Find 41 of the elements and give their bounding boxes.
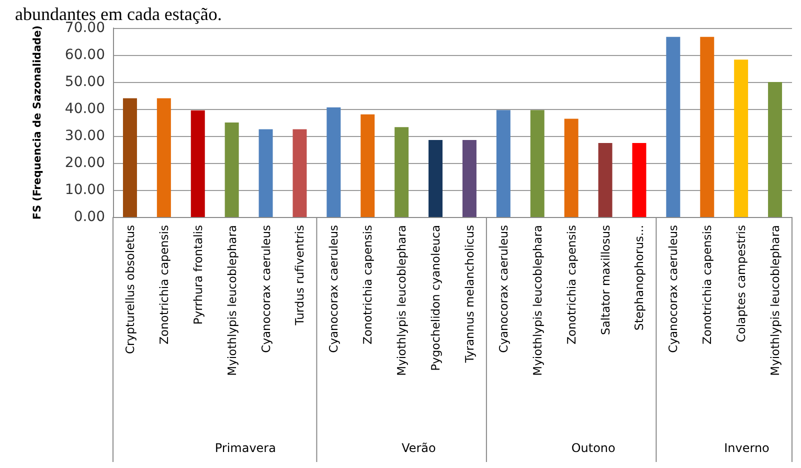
bar: [190, 110, 205, 217]
text: Outono: [571, 441, 616, 455]
x-tick-label: Saltator maxillosus: [598, 225, 612, 335]
text: Primavera: [214, 441, 276, 455]
x-tick-label: Colaptes campestris: [734, 224, 748, 342]
y-tick-label: 60.00: [64, 47, 105, 63]
y-tick-label: 10.00: [64, 182, 105, 198]
bar: [462, 140, 476, 217]
x-tick-label: Cyanocorax caeruleus: [496, 225, 510, 353]
x-tick-label: Myiothlypis leucoblephara: [224, 225, 239, 376]
bar: [428, 140, 443, 217]
bar: [734, 60, 748, 217]
y-tick-label: 20.00: [64, 155, 105, 171]
x-tick-label: Pyrrhura frontalis: [190, 225, 205, 325]
bar: [632, 143, 646, 217]
x-tick-label: Myiothlypis leucoblephara: [530, 225, 544, 376]
y-tick-label: 50.00: [64, 74, 105, 90]
x-tick-label: Zonotrichia capensis: [564, 225, 578, 344]
y-tick-label: 0.00: [74, 209, 105, 225]
x-tick-label: Cyanocorax caeruleus: [258, 225, 273, 353]
x-tick-label: Cyanocorax caeruleus: [326, 225, 341, 353]
x-tick-label: Pygochelidon cyanoleuca: [428, 225, 443, 371]
x-tick-label: Tyrannus melancholicus: [462, 224, 476, 364]
x-tick-label: Crypturellus obsoletus: [122, 225, 137, 354]
bar: [292, 129, 307, 217]
bar: [122, 98, 137, 217]
x-tick-label: Cyanocorax caeruleus: [666, 225, 680, 353]
y-axis-title: FS (Frequencia de Sazonalidade): [32, 25, 44, 220]
y-tick-label: 70.00: [64, 20, 105, 36]
text: Inverno: [724, 441, 770, 455]
x-tick-label: Turdus rufiventris: [292, 225, 307, 326]
x-tick-label: Myiothlypis leucoblephara: [768, 225, 782, 376]
y-tick-label: 30.00: [64, 128, 105, 144]
x-tick-label: Zonotrichia capensis: [156, 225, 171, 344]
x-tick-label: Stephanophorus...: [632, 225, 646, 330]
x-tick-label: Zonotrichia capensis: [360, 225, 375, 344]
y-tick-label: 40.00: [64, 101, 105, 117]
text: Verão: [402, 441, 436, 455]
x-tick-label: Zonotrichia capensis: [700, 225, 714, 344]
x-tick-label: Myiothlypis leucoblephara: [394, 225, 409, 376]
bar: [598, 143, 612, 217]
